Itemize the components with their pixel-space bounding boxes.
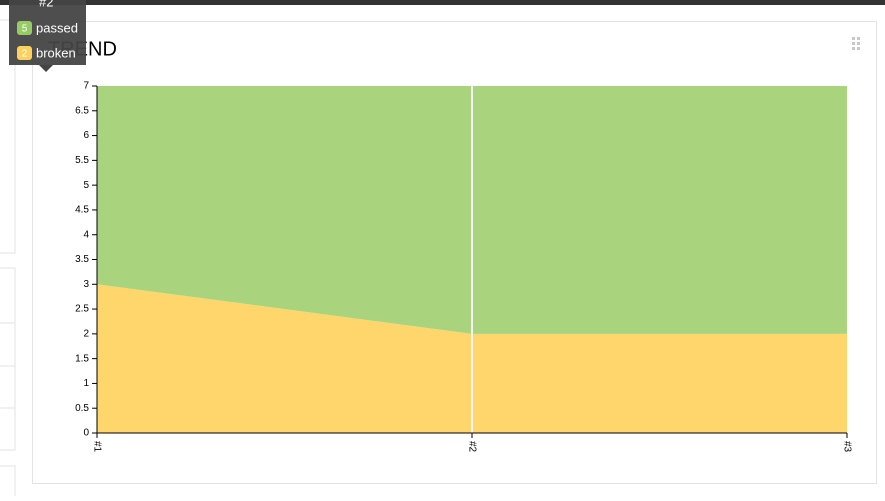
y-tick-label: 0 [83, 428, 89, 439]
y-tick-label: 3 [83, 279, 89, 290]
y-tick-label: 4.5 [75, 205, 89, 216]
side-panel [0, 267, 16, 451]
x-tick-label: #1 [91, 441, 102, 453]
y-tick-label: 4 [83, 229, 89, 240]
y-tick-label: 5.5 [75, 155, 89, 166]
side-panel [0, 19, 16, 254]
tooltip-title: #2 [39, 0, 53, 9]
x-tick-label: #2 [466, 441, 477, 453]
y-tick-label: 6 [83, 130, 89, 141]
tooltip-label: broken [36, 45, 76, 60]
y-tick-label: 3.5 [75, 254, 89, 265]
drag-handle[interactable] [852, 37, 860, 50]
top-bar [0, 0, 885, 5]
tooltip-value: 5 [22, 24, 28, 35]
y-tick-label: 1.5 [75, 353, 89, 364]
y-tick-label: 2.5 [75, 304, 89, 315]
tooltip-value: 2 [22, 49, 28, 60]
tooltip: #2 5 passed 2 broken [9, 0, 86, 72]
tooltip-badge [17, 46, 32, 60]
y-tick-label: 0.5 [75, 403, 89, 414]
side-panel [0, 465, 16, 501]
tooltip-label: passed [36, 20, 78, 35]
tooltip-arrow [39, 65, 53, 72]
x-tick-label: #3 [841, 441, 852, 453]
plot: 0 0.5 1 1.5 2 2.5 3 3.5 4 4.5 5 5.5 6 6.5 7 #1 #2 #3 [75, 81, 852, 453]
y-tick-label: 5 [83, 180, 89, 191]
y-tick-label: 7 [83, 81, 89, 92]
y-tick-label: 6.5 [75, 105, 89, 116]
y-tick-label: 1 [83, 378, 89, 389]
y-tick-label: 2 [83, 328, 89, 339]
tooltip-badge [17, 21, 32, 35]
